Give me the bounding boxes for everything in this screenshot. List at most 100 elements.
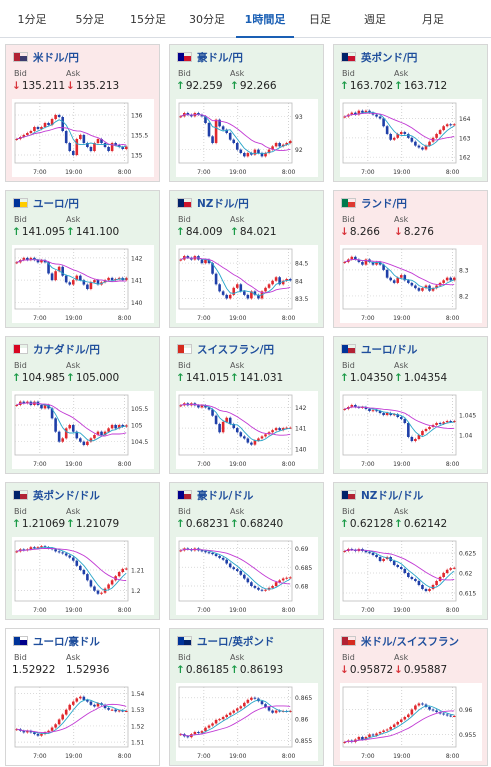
rate-card[interactable]: NZドル/円 Bid Ask ↑84.009 ↑84.021 84.5 84 83.5 7:00…	[169, 190, 324, 328]
tab-6[interactable]: 日足	[309, 13, 331, 26]
currency-pair-link[interactable]: 豪ドル/ドル	[197, 489, 254, 502]
tab-5[interactable]: 1時間足	[236, 0, 294, 38]
price-chart[interactable]: 105.5 105 104.5 7:00 19:00 8:00	[12, 391, 154, 469]
currency-pair-link[interactable]: NZドル/ドル	[361, 489, 424, 502]
bid-value: 0.62128	[349, 518, 394, 530]
ma-long-line	[16, 703, 127, 733]
x-tick-label: 7:00	[361, 169, 375, 176]
price-chart[interactable]: 142 141 140 7:00 19:00 8:00	[12, 245, 154, 323]
candle-body	[124, 568, 128, 570]
rate-card[interactable]: 豪ドル/円 Bid Ask ↑92.259 ↑92.266 93 92 7:00 19:00 8:…	[169, 44, 324, 182]
candle-body	[364, 551, 368, 553]
currency-pair-link[interactable]: 米ドル/円	[33, 51, 79, 64]
price-chart[interactable]: 0.96 0.955 7:00 19:00 8:00	[340, 683, 482, 761]
tab-2[interactable]: 5分足	[75, 13, 105, 26]
candle-body	[389, 277, 392, 281]
x-tick-label: 8:00	[282, 169, 296, 176]
rate-card[interactable]: ユーロ/豪ドル Bid Ask 1.52922 1.52936 1.54 1.53 1.52 1…	[5, 628, 160, 766]
candle-body	[86, 441, 89, 445]
candle-body	[267, 707, 271, 711]
currency-pair-link[interactable]: カナダドル/円	[33, 343, 100, 356]
candle-body	[239, 149, 243, 153]
price-chart[interactable]: 164 163 162 7:00 19:00 8:00	[340, 99, 482, 177]
bid-label: Bid	[342, 653, 355, 662]
currency-pair-link[interactable]: 英ポンド/円	[361, 51, 418, 64]
ask-value: 163.712	[403, 80, 448, 92]
currency-pair-link[interactable]: ユーロ/円	[33, 197, 79, 210]
currency-pair-link[interactable]: 米ドル/スイスフラン	[361, 635, 460, 648]
candle-body	[79, 565, 82, 570]
candle-body	[71, 557, 75, 561]
candle-body	[271, 710, 274, 713]
tab-4[interactable]: 30分足	[189, 13, 225, 26]
candle-body	[392, 724, 396, 727]
bid-price: ↑84.009	[176, 226, 223, 238]
currency-pair-link[interactable]: NZドル/円	[197, 197, 249, 210]
rate-card[interactable]: 英ポンド/ドル Bid Ask ↑1.21069 ↑1.21079 1.21 1.2 7:00…	[5, 482, 160, 620]
price-chart[interactable]: 1.54 1.53 1.52 1.51 7:00 19:00 8:00	[12, 683, 154, 761]
rate-card[interactable]: ユーロ/英ポンド Bid Ask ↑0.86185 ↑0.86193 0.865 0.86 0…	[169, 628, 324, 766]
price-chart[interactable]: 0.69 0.685 0.68 7:00 19:00 8:00	[176, 537, 318, 615]
rate-card[interactable]: ユーロ/ドル Bid Ask ↑1.04350 ↑1.04354 1.045 1.04 7:0…	[333, 336, 488, 474]
candle-body	[64, 709, 68, 715]
candle-body	[82, 135, 86, 143]
candle-body	[368, 552, 371, 554]
card-header: ユーロ/円	[13, 197, 79, 210]
price-chart[interactable]: 0.865 0.86 0.855 7:00 19:00 8:00	[176, 683, 318, 761]
currency-pair-link[interactable]: ユーロ/英ポンド	[197, 635, 275, 648]
ma-long-line	[16, 547, 127, 581]
candlestick-chart-svg: 0.69 0.685 0.68 7:00 19:00 8:00	[178, 540, 312, 614]
price-chart[interactable]: 142 141 140 7:00 19:00 8:00	[176, 391, 318, 469]
candle-body	[435, 581, 438, 585]
candle-body	[274, 582, 278, 586]
candle-body	[15, 262, 19, 264]
price-chart[interactable]: 136 135.5 135 7:00 19:00 8:00	[12, 99, 154, 177]
currency-pair-link[interactable]: ユーロ/豪ドル	[33, 635, 100, 648]
ask-label: Ask	[66, 507, 81, 516]
tab-8[interactable]: 月足	[422, 13, 444, 26]
price-chart[interactable]: 1.045 1.04 7:00 19:00 8:00	[340, 391, 482, 469]
currency-pair-link[interactable]: スイスフラン/円	[197, 343, 275, 356]
candle-body	[281, 578, 285, 581]
y-tick-label: 8.3	[459, 267, 469, 274]
candle-body	[274, 710, 278, 713]
currency-pair-link[interactable]: 英ポンド/ドル	[33, 489, 100, 502]
price-chart[interactable]: 93 92 7:00 19:00 8:00	[176, 99, 318, 177]
candle-body	[214, 273, 218, 285]
candle-body	[26, 730, 29, 733]
rate-card[interactable]: 米ドル/円 Bid Ask ↓135.211 ↓135.213 136 135.5 135 7:…	[5, 44, 160, 182]
candle-body	[257, 438, 260, 441]
currency-pair-link[interactable]: 豪ドル/円	[197, 51, 243, 64]
bid-value: 1.21069	[21, 518, 66, 530]
price-chart[interactable]: 8.3 8.2 7:00 19:00 8:00	[340, 245, 482, 323]
rate-card[interactable]: ユーロ/円 Bid Ask ↑141.095 ↑141.100 142 141 140 7:00…	[5, 190, 160, 328]
currency-pair-link[interactable]: ランド/円	[361, 197, 407, 210]
candle-body	[449, 421, 453, 422]
rate-card[interactable]: スイスフラン/円 Bid Ask ↑141.015 ↑141.031 142 141 140 7…	[169, 336, 324, 474]
tab-7[interactable]: 週足	[364, 13, 386, 26]
ma-short-line	[16, 699, 127, 735]
x-tick-label: 8:00	[282, 753, 296, 760]
tab-1[interactable]: 1分足	[17, 13, 47, 26]
candle-body	[193, 732, 197, 735]
trend-arrow-icon: ↑	[66, 518, 75, 530]
bid-value: 0.68231	[185, 518, 230, 530]
price-chart[interactable]: 0.625 0.62 0.615 7:00 19:00 8:00	[340, 537, 482, 615]
candle-body	[354, 112, 357, 115]
rate-card[interactable]: 米ドル/スイスフラン Bid Ask ↓0.95872 ↓0.95887 0.96 0.95…	[333, 628, 488, 766]
candle-body	[378, 557, 382, 561]
rate-card[interactable]: NZドル/ドル Bid Ask ↑0.62128 ↑0.62142 0.625 0.62 0.…	[333, 482, 488, 620]
candle-body	[438, 130, 442, 134]
y-tick-label: 1.54	[131, 691, 145, 698]
rate-card[interactable]: ランド/円 Bid Ask ↓8.266 ↓8.276 8.3 8.2 7:00 19:00 8:…	[333, 190, 488, 328]
price-chart[interactable]: 84.5 84 83.5 7:00 19:00 8:00	[176, 245, 318, 323]
candle-body	[207, 123, 211, 137]
rate-card[interactable]: 豪ドル/ドル Bid Ask ↑0.68231 ↑0.68240 0.69 0.685 0.6…	[169, 482, 324, 620]
candle-body	[40, 546, 43, 548]
candle-body	[232, 567, 236, 570]
currency-pair-link[interactable]: ユーロ/ドル	[361, 343, 418, 356]
price-chart[interactable]: 1.21 1.2 7:00 19:00 8:00	[12, 537, 154, 615]
rate-card[interactable]: 英ポンド/円 Bid Ask ↑163.702 ↑163.712 164 163 162 7:0…	[333, 44, 488, 182]
tab-3[interactable]: 15分足	[130, 13, 166, 26]
rate-card[interactable]: カナダドル/円 Bid Ask ↑104.985 ↑105.000 105.5 105 104…	[5, 336, 160, 474]
